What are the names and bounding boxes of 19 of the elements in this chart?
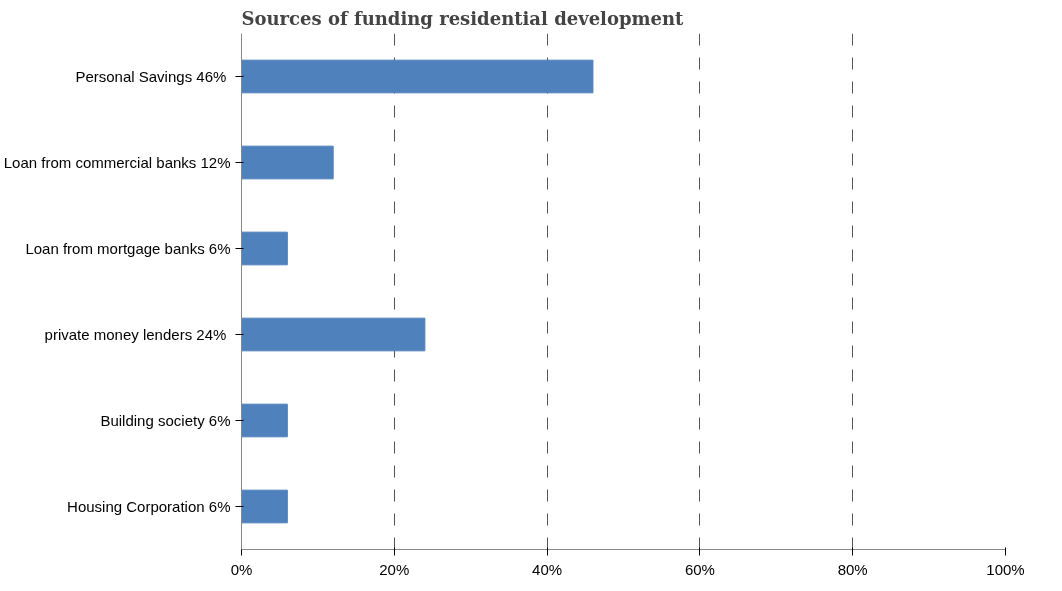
y-tick-label: Building society 6% bbox=[100, 412, 231, 429]
bar bbox=[241, 231, 288, 266]
bar bbox=[241, 489, 288, 524]
bar bbox=[241, 403, 288, 438]
chart-title: Sources of funding residential development bbox=[241, 7, 685, 29]
x-tick-label: 80% bbox=[837, 560, 868, 578]
x-tick-label: 0% bbox=[230, 560, 253, 578]
bar bbox=[241, 317, 426, 352]
x-tick-label: 40% bbox=[532, 560, 563, 578]
y-tick-label: Personal Savings 46% bbox=[75, 68, 227, 85]
x-tick-label: 20% bbox=[379, 560, 410, 578]
y-tick-label: private money lenders 24% bbox=[44, 326, 227, 343]
y-tick-label: Housing Corporation 6% bbox=[67, 498, 231, 515]
y-tick-label: Loan from commercial banks 12% bbox=[3, 154, 231, 171]
bar bbox=[241, 145, 334, 180]
bar bbox=[241, 59, 594, 94]
x-tick-label: 100% bbox=[986, 560, 1025, 578]
y-tick-label: Loan from mortgage banks 6% bbox=[25, 240, 231, 257]
x-tick-label: 60% bbox=[684, 560, 715, 578]
